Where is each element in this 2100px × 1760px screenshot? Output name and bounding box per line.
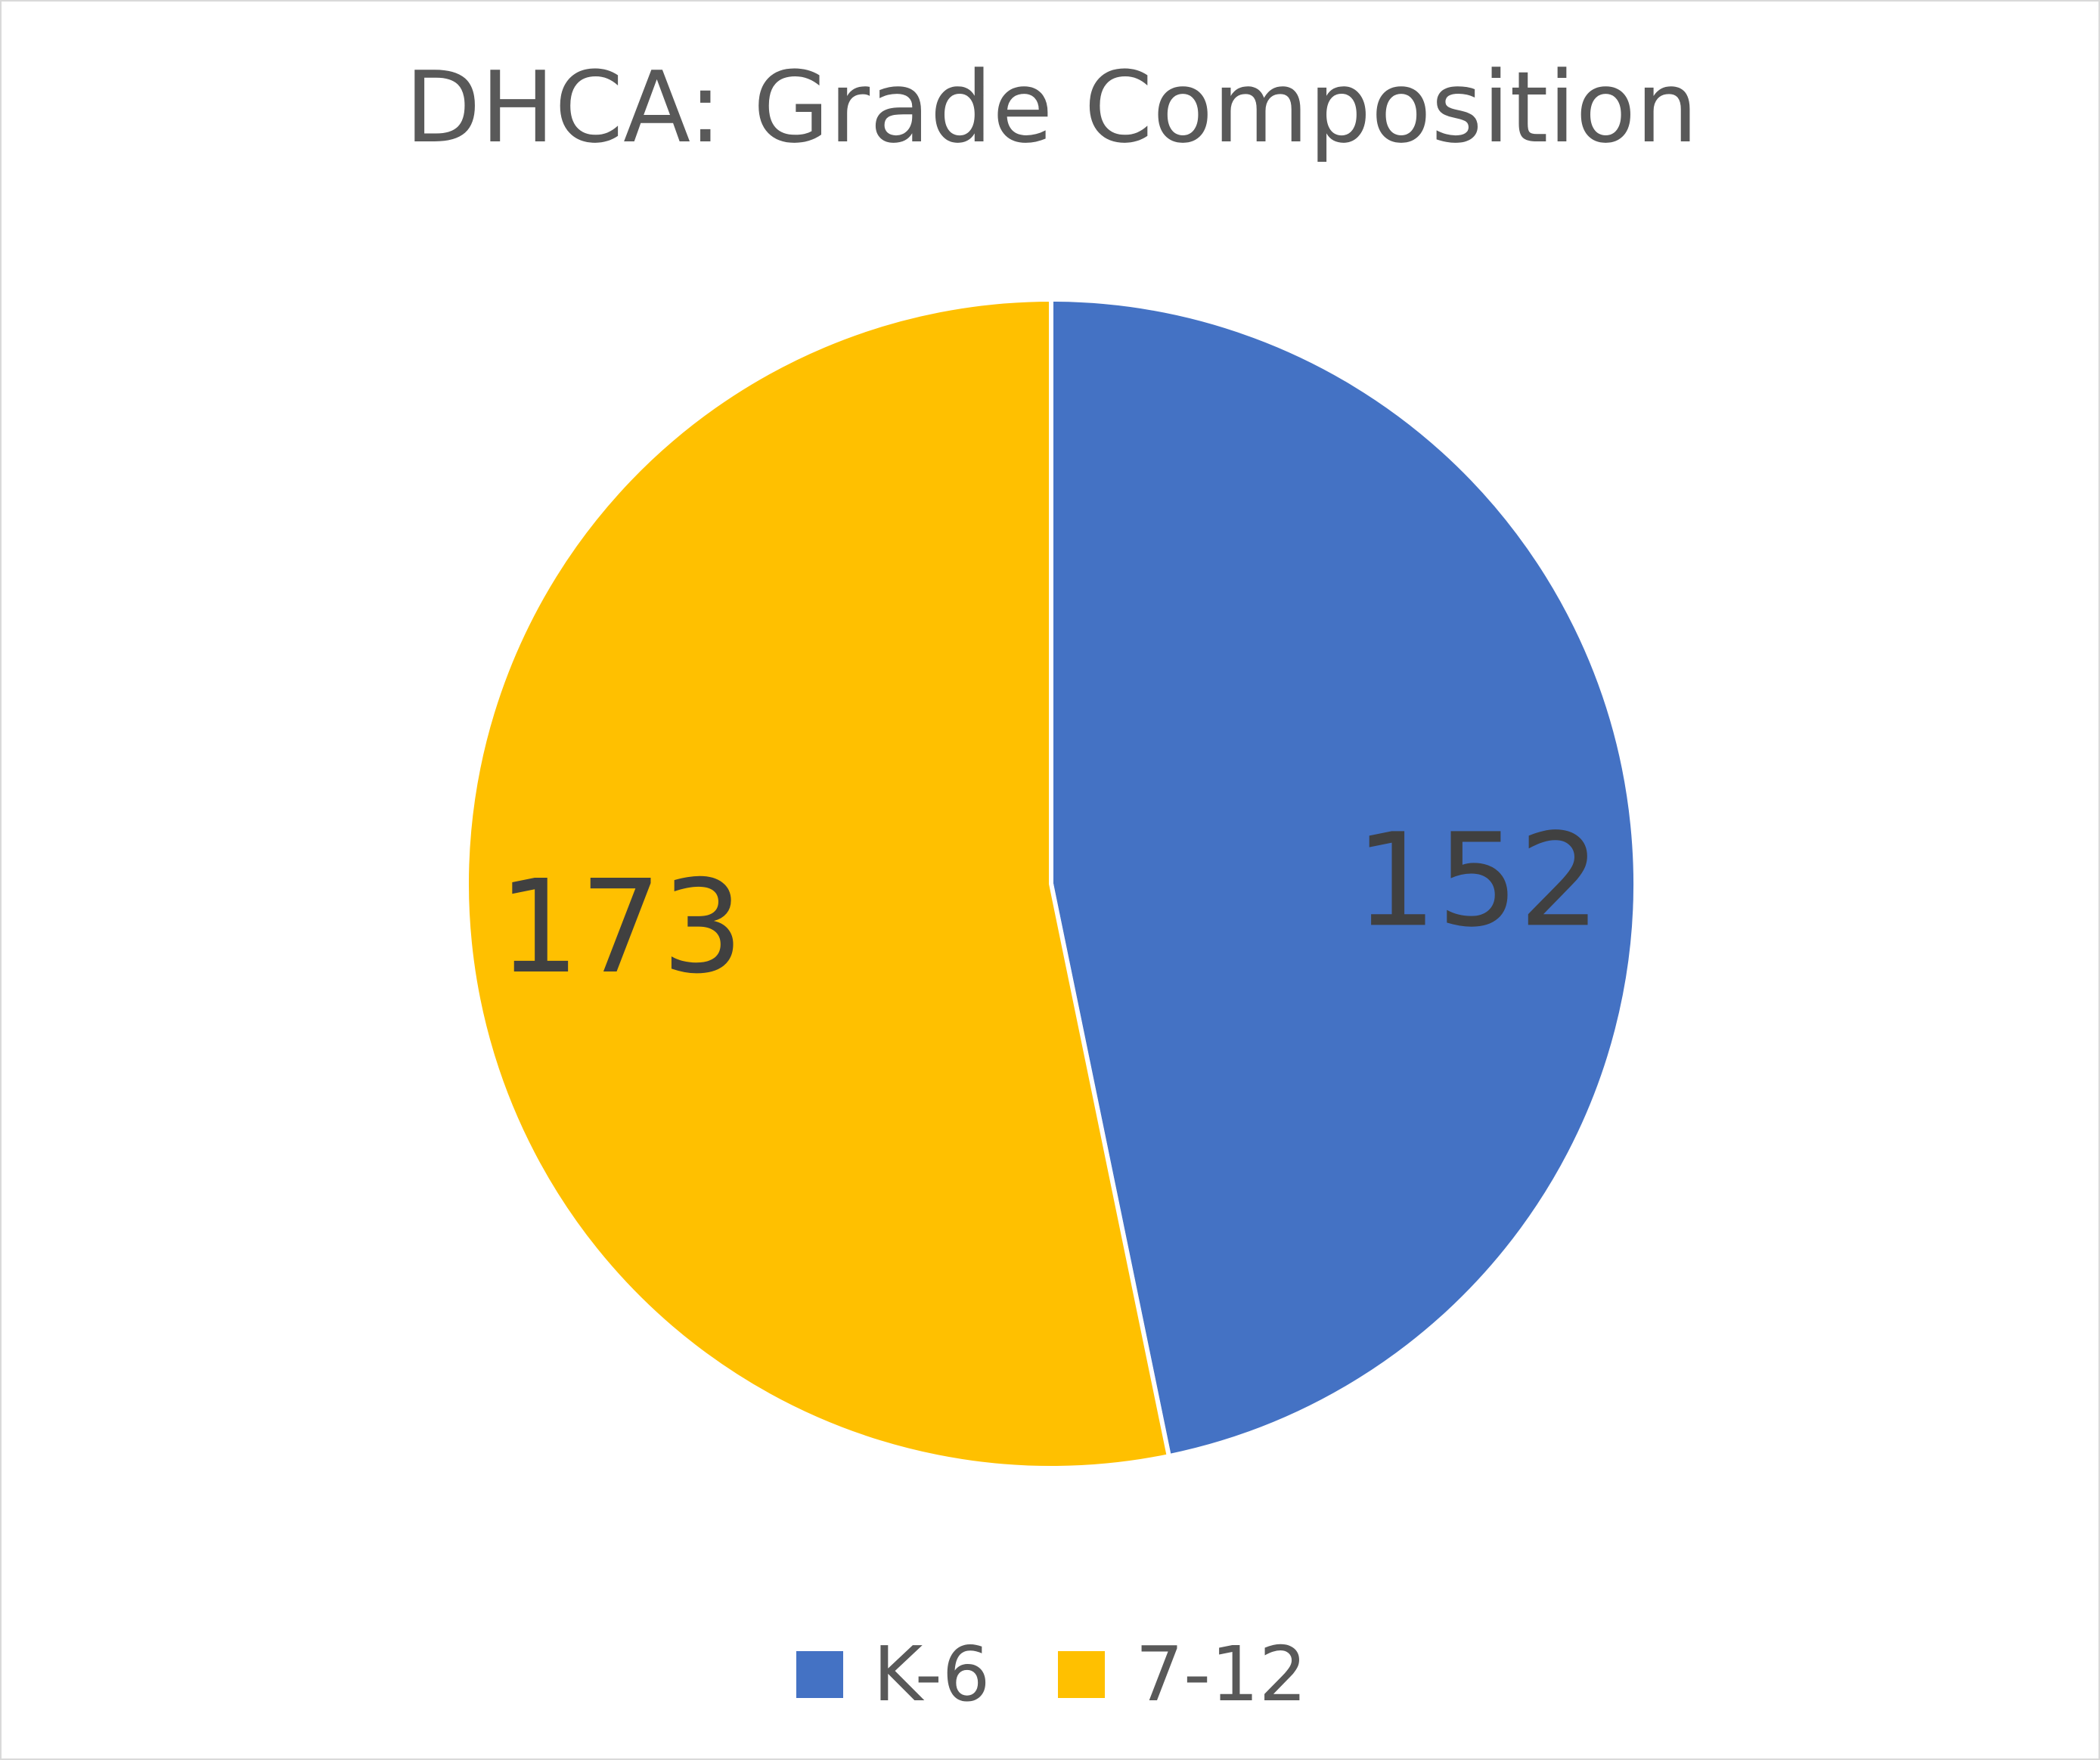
legend-item-k-6[interactable]: K-6 xyxy=(796,1630,991,1718)
chart-title: DHCA: Grade Composition xyxy=(405,50,1698,165)
legend-label-7-12: 7-12 xyxy=(1135,1630,1307,1718)
chart-legend: K-6 7-12 xyxy=(2,1633,2100,1716)
data-label-7-12: 173 xyxy=(498,853,743,1002)
legend-swatch-k-6 xyxy=(796,1651,843,1698)
data-label-k-6: 152 xyxy=(1355,806,1600,956)
legend-item-7-12[interactable]: 7-12 xyxy=(1058,1633,1307,1716)
legend-label-k-6: K-6 xyxy=(873,1630,991,1718)
pie-slice-7-12[interactable] xyxy=(464,297,1171,1470)
pie-slice-k-6[interactable] xyxy=(1049,297,1639,1459)
legend-swatch-7-12 xyxy=(1058,1651,1106,1698)
